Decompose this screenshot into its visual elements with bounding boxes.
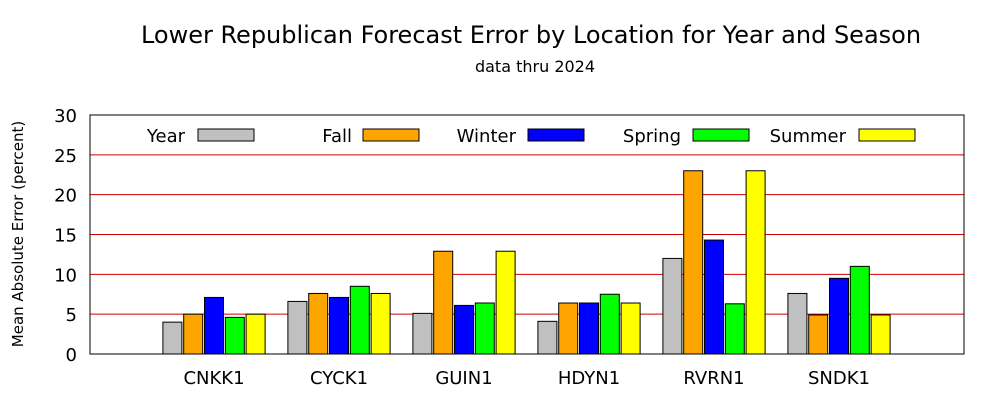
- bar: [683, 170, 704, 355]
- tick-labels: 0 5 10 15 20 25 30 CNKK1 CYCK1 GUIN1 HDYN1 RVRN1 SND…: [54, 106, 870, 389]
- legend-label: Fall: [322, 126, 352, 147]
- bar: [808, 314, 829, 355]
- legend-label: Summer: [770, 126, 847, 147]
- bar: [162, 321, 183, 355]
- legend-label: Winter: [457, 126, 517, 147]
- bar: [224, 316, 245, 355]
- legend-label: Year: [146, 126, 186, 147]
- y-axis-label: Mean Absolute Error (percent): [9, 121, 27, 347]
- gridlines: [90, 154, 964, 315]
- legend-swatch: [527, 128, 585, 142]
- y-tick-label: 0: [66, 345, 77, 366]
- bar: [787, 292, 808, 355]
- chart-title: Lower Republican Forecast Error by Locat…: [141, 21, 921, 49]
- bar: [537, 320, 558, 355]
- bar: [412, 312, 433, 355]
- y-tick-label: 30: [54, 106, 77, 127]
- bar: [370, 292, 391, 355]
- legend-swatch: [197, 128, 255, 142]
- bar: [849, 265, 870, 355]
- chart-subtitle: data thru 2024: [475, 57, 595, 76]
- bar: [245, 313, 266, 355]
- legend-label: Spring: [623, 126, 681, 147]
- bar: [287, 300, 308, 355]
- bar: [474, 302, 495, 355]
- legend: Year Fall Winter Spring Summer: [146, 126, 916, 147]
- x-tick-label: SNDK1: [808, 368, 870, 389]
- bar: [495, 250, 516, 355]
- x-tick-label: CYCK1: [310, 368, 368, 389]
- legend-swatch: [362, 128, 420, 142]
- bar: [599, 293, 620, 355]
- x-tick-label: HDYN1: [558, 368, 620, 389]
- bar: [308, 292, 329, 355]
- bar: [329, 296, 349, 355]
- bar: [579, 302, 599, 355]
- bar: [724, 303, 745, 355]
- y-tick-label: 5: [66, 305, 77, 326]
- bar: [349, 285, 370, 355]
- bar: [558, 302, 579, 355]
- legend-swatch: [692, 128, 750, 142]
- x-tick-label: CNKK1: [183, 368, 244, 389]
- bars: [162, 170, 891, 355]
- bar: [745, 170, 766, 355]
- x-tick-label: RVRN1: [683, 368, 744, 389]
- bar: [183, 313, 204, 355]
- bar: [433, 250, 454, 355]
- y-tick-label: 15: [54, 226, 77, 247]
- y-tick-label: 25: [54, 146, 77, 167]
- y-tick-label: 20: [54, 186, 77, 207]
- x-tick-label: GUIN1: [435, 368, 492, 389]
- bar: [662, 257, 683, 355]
- bar: [620, 302, 641, 355]
- bar: [454, 304, 474, 355]
- y-tick-label: 10: [54, 265, 77, 286]
- bar: [704, 239, 724, 355]
- bar: [204, 296, 224, 355]
- bar: [870, 314, 891, 355]
- bar: [829, 277, 849, 355]
- legend-swatch: [858, 128, 916, 142]
- plot-frame: [89, 114, 965, 355]
